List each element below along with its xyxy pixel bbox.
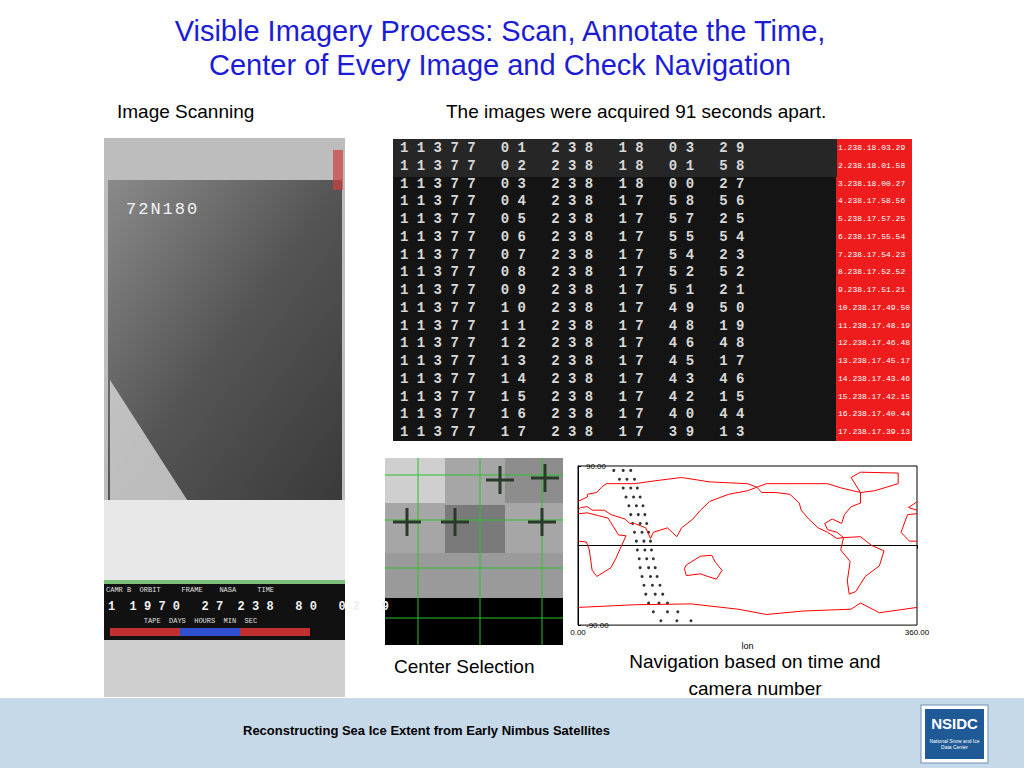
- html-text:2.238.18.01.58: 2.238.18.01.58: [838, 160, 906, 170]
- svg-text:360.00: 360.00: [905, 628, 930, 637]
- html-text:4.238.17.58.56: 4.238.17.58.56: [838, 196, 906, 206]
- html-text:1 1 9 7 0 2 7 2 3 8 8 0 0 2 9: 1 1 9 7 0 2 7 2 3 8 8 0 0 2 9: [108, 600, 389, 614]
- html-text:CAMR B ORBIT FRAME NASA TIME: CAMR B ORBIT FRAME NASA TIME: [106, 586, 274, 594]
- html-text:1 1 3 7 7 0 7 2 3 8 1 7 5 4 2: 1 1 3 7 7 0 7 2 3 8 1 7 5 4 2 3: [400, 246, 745, 263]
- svg-text:-90.00: -90.00: [586, 621, 609, 630]
- html-text:1 1 3 7 7 1 5 2 3 8 1 7 4 2 1: 1 1 3 7 7 1 5 2 3 8 1 7 4 2 1 5: [400, 388, 745, 405]
- html-text:Navigation based on time and c: Navigation based on time and camera numb…: [629, 651, 881, 699]
- html-text:14.238.17.43.46: 14.238.17.43.46: [838, 373, 910, 383]
- html-text:1 1 3 7 7 0 6 2 3 8 1 7 5 5 5: 1 1 3 7 7 0 6 2 3 8 1 7 5 5 5 4: [400, 228, 745, 245]
- html-text:The images were acquired 91 se: The images were acquired 91 seconds apar…: [446, 101, 827, 122]
- html-text:72N180: 72N180: [126, 200, 200, 219]
- html-text:1 1 3 7 7 0 3 2 3 8 1 8 0 0 2: 1 1 3 7 7 0 3 2 3 8 1 8 0 0 2 7: [400, 175, 745, 192]
- html-text:Visible Imagery Process: Scan,: Visible Imagery Process: Scan, Annotate …: [174, 15, 826, 47]
- html-text:1 1 3 7 7 1 4 2 3 8 1 7 4 3 4: 1 1 3 7 7 1 4 2 3 8 1 7 4 3 4 6: [400, 370, 745, 387]
- svg-text:lon: lon: [741, 641, 753, 651]
- html-text:3.238.18.00.27: 3.238.18.00.27: [838, 178, 906, 188]
- html-text:6.238.17.55.54: 6.238.17.55.54: [838, 231, 906, 241]
- html-text:1 1 3 7 7 0 2 2 3 8 1 8 0 1 5: 1 1 3 7 7 0 2 2 3 8 1 8 0 1 5 8: [400, 157, 745, 174]
- html-text:7.238.17.54.23: 7.238.17.54.23: [838, 249, 906, 259]
- svg-text:90.00: 90.00: [586, 462, 607, 471]
- html-text:1 1 3 7 7 0 9 2 3 8 1 7 5 1 2: 1 1 3 7 7 0 9 2 3 8 1 7 5 1 2 1: [400, 282, 745, 299]
- html-text:1 1 3 7 7 0 5 2 3 8 1 7 5 7 2: 1 1 3 7 7 0 5 2 3 8 1 7 5 7 2 5: [400, 211, 745, 227]
- svg-text:0.00: 0.00: [570, 628, 586, 637]
- html-text:NSIDC: NSIDC: [931, 715, 978, 732]
- html-text:1 1 3 7 7 0 8 2 3 8 1 7 5 2 5: 1 1 3 7 7 0 8 2 3 8 1 7 5 2 5 2: [400, 264, 745, 281]
- html-text:Reconstructing Sea Ice Extent: Reconstructing Sea Ice Extent from Early…: [243, 723, 610, 738]
- html-text:10.238.17.49.50: 10.238.17.49.50: [838, 302, 910, 312]
- html-text:1 1 3 7 7 1 2 2 3 8 1 7 4 6 4: 1 1 3 7 7 1 2 2 3 8 1 7 4 6 4 8: [400, 335, 745, 352]
- html-text:8.238.17.52.52: 8.238.17.52.52: [838, 267, 906, 277]
- html-text:5.238.17.57.25: 5.238.17.57.25: [838, 214, 906, 223]
- html-text:11.238.17.48.19: 11.238.17.48.19: [838, 320, 910, 330]
- html-text:TAPE DAYS HOURS MIN SEC: TAPE DAYS HOURS MIN SEC: [106, 617, 258, 625]
- html-text:Center Selection: Center Selection: [394, 656, 535, 677]
- html-text:15.238.17.42.15: 15.238.17.42.15: [838, 391, 910, 401]
- html-text:National Snow and Ice Data Cen: National Snow and Ice Data Center: [929, 738, 980, 750]
- html-text:16.238.17.40.44: 16.238.17.40.44: [838, 409, 910, 419]
- html-text:1 1 3 7 7 0 1 2 3 8 1 8 0 3 2: 1 1 3 7 7 0 1 2 3 8 1 8 0 3 2 9: [400, 140, 745, 156]
- html-text:1 1 3 7 7 1 7 2 3 8 1 7 3 9 1: 1 1 3 7 7 1 7 2 3 8 1 7 3 9 1 3: [400, 424, 745, 441]
- html-text:1 1 3 7 7 1 6 2 3 8 1 7 4 0 4: 1 1 3 7 7 1 6 2 3 8 1 7 4 0 4 4: [400, 406, 745, 423]
- html-text:1.238.18.03.29: 1.238.18.03.29: [838, 143, 906, 152]
- html-text:17.238.17.39.13: 17.238.17.39.13: [838, 427, 910, 437]
- html-text:12.238.17.46.48: 12.238.17.46.48: [838, 338, 910, 348]
- html-text:Center of Every Image and Chec: Center of Every Image and Check Navigati…: [209, 49, 791, 81]
- html-text:13.238.17.45.17: 13.238.17.45.17: [838, 356, 910, 366]
- html-text:Image Scanning: Image Scanning: [117, 101, 255, 122]
- html-text:1 1 3 7 7 1 3 2 3 8 1 7 4 5 1: 1 1 3 7 7 1 3 2 3 8 1 7 4 5 1 7: [400, 353, 745, 370]
- html-text:1 1 3 7 7 0 4 2 3 8 1 7 5 8 5: 1 1 3 7 7 0 4 2 3 8 1 7 5 8 5 6: [400, 193, 745, 210]
- html-text:9.238.17.51.21: 9.238.17.51.21: [838, 285, 906, 295]
- html-text:1 1 3 7 7 1 1 2 3 8 1 7 4 8 1: 1 1 3 7 7 1 1 2 3 8 1 7 4 8 1 9: [400, 317, 745, 334]
- html-text:1 1 3 7 7 1 0 2 3 8 1 7 4 9 5: 1 1 3 7 7 1 0 2 3 8 1 7 4 9 5 0: [400, 299, 745, 316]
